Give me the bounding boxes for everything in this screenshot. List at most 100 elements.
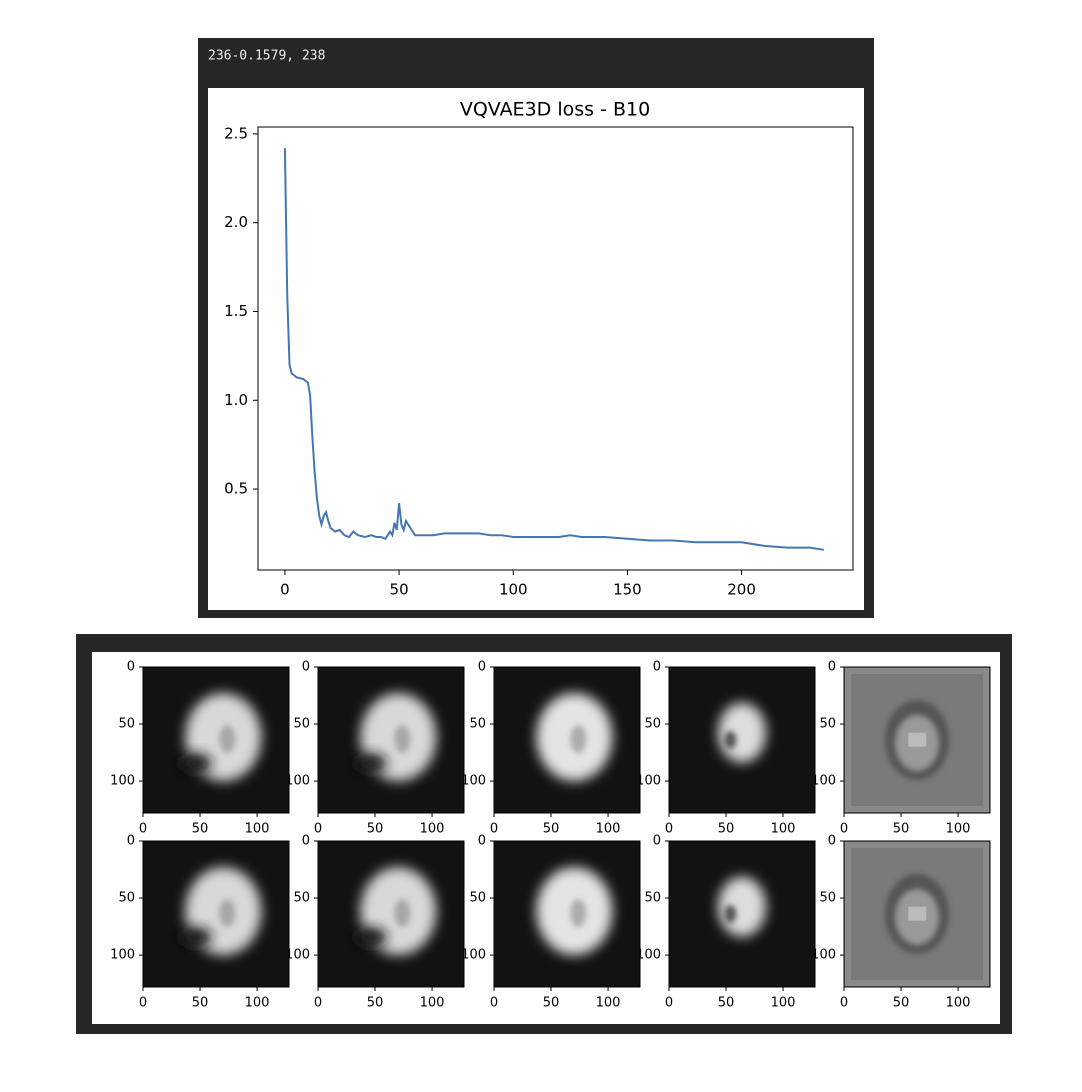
panel-x-tick-label: 50 xyxy=(192,822,209,837)
panel-x-tick-label: 50 xyxy=(367,822,384,837)
panel-x-tick-label: 100 xyxy=(245,822,270,837)
panel-frame xyxy=(493,666,641,814)
panel-y-tick-label: 100 xyxy=(636,774,661,789)
chart-title: VQVAE3D loss - B10 xyxy=(460,99,650,121)
panel-y-tick-label: 50 xyxy=(644,891,661,906)
x-tick-label: 100 xyxy=(499,581,528,599)
brain xyxy=(718,702,766,763)
panel-y-tick-label: 0 xyxy=(653,660,661,675)
panel-x-tick-label: 50 xyxy=(543,822,560,837)
panel-x-tick-label: 100 xyxy=(596,996,621,1011)
panel-x-tick-label: 0 xyxy=(665,996,673,1011)
x-tick-label: 200 xyxy=(727,581,756,599)
y-tick-label: 0.5 xyxy=(224,480,248,498)
panel-y-tick-label: 50 xyxy=(469,717,486,732)
brain-fold xyxy=(394,899,411,928)
y-tick-label: 2.5 xyxy=(224,124,248,142)
panel-y-tick-label: 0 xyxy=(302,660,310,675)
panel-y-tick-label: 0 xyxy=(828,834,836,849)
panel-x-tick-label: 50 xyxy=(367,996,384,1011)
panel-frame xyxy=(142,840,290,988)
panel-y-tick-label: 0 xyxy=(478,660,486,675)
panel-y-tick-label: 50 xyxy=(819,717,836,732)
panel-y-tick-label: 50 xyxy=(293,717,310,732)
panel-border-pattern xyxy=(845,842,989,986)
panel-y-tick-label: 50 xyxy=(293,891,310,906)
panel-y-tick-label: 0 xyxy=(653,834,661,849)
panel-y-tick-label: 50 xyxy=(469,891,486,906)
panel-x-tick-label: 0 xyxy=(314,996,322,1011)
image-grid: 0 50 100 0 50 100 0 50 100 0 50 100 0 50 100 0 50 100 0 50 1… xyxy=(110,660,991,1011)
panel-frame xyxy=(668,666,816,814)
brain-dark xyxy=(724,731,737,749)
panel-y-tick-label: 100 xyxy=(461,774,486,789)
panel-y-tick-label: 100 xyxy=(285,948,310,963)
panel-frame xyxy=(317,840,465,988)
panel-y-tick-label: 100 xyxy=(110,774,135,789)
panel-border-pattern xyxy=(845,668,989,812)
panel-y-tick-label: 100 xyxy=(110,948,135,963)
panel-y-tick-label: 0 xyxy=(127,834,135,849)
panel-frame xyxy=(843,666,991,814)
brain-gap xyxy=(179,753,212,774)
plot-frame xyxy=(257,126,854,571)
panel-y-tick-label: 100 xyxy=(285,774,310,789)
panel-y-tick-label: 100 xyxy=(636,948,661,963)
panel-y-tick-label: 0 xyxy=(478,834,486,849)
brain-fold xyxy=(219,725,236,754)
panel-y-tick-label: 50 xyxy=(644,717,661,732)
panel-x-tick-label: 0 xyxy=(490,822,498,837)
panel-x-tick-label: 50 xyxy=(543,996,560,1011)
panel-x-tick-label: 0 xyxy=(139,996,147,1011)
panel-y-tick-label: 50 xyxy=(819,891,836,906)
y-tick-label: 2.0 xyxy=(224,213,248,231)
panel-x-tick-label: 0 xyxy=(139,822,147,837)
brain-gap xyxy=(179,927,212,948)
x-tick-label: 150 xyxy=(613,581,642,599)
panel-x-tick-label: 50 xyxy=(718,996,735,1011)
panel-y-tick-label: 0 xyxy=(828,660,836,675)
panel-x-tick-label: 0 xyxy=(665,822,673,837)
panel-x-tick-label: 100 xyxy=(771,996,796,1011)
panel-x-tick-label: 0 xyxy=(490,996,498,1011)
blob-center xyxy=(908,732,927,747)
panel-frame xyxy=(843,840,991,988)
panel-frame xyxy=(317,666,465,814)
panel-y-tick-label: 0 xyxy=(302,834,310,849)
panel-frame xyxy=(493,840,641,988)
panel-frame xyxy=(142,666,290,814)
loss-line xyxy=(283,148,824,551)
output-text: 236-0.1579, 238 xyxy=(208,49,325,64)
panel-y-tick-label: 0 xyxy=(127,660,135,675)
brain xyxy=(718,876,766,937)
plot-bg xyxy=(208,88,864,610)
panel-x-tick-label: 100 xyxy=(946,996,971,1011)
panel-y-tick-label: 100 xyxy=(461,948,486,963)
panel-y-tick-label: 100 xyxy=(811,774,836,789)
panel-y-tick-label: 50 xyxy=(118,891,135,906)
y-tick-label: 1.5 xyxy=(224,302,248,320)
panel-x-tick-label: 0 xyxy=(840,822,848,837)
panel-x-tick-label: 50 xyxy=(718,822,735,837)
panel-y-tick-label: 100 xyxy=(811,948,836,963)
blob-center xyxy=(908,906,927,921)
brain-gap xyxy=(354,927,387,948)
panel-x-tick-label: 100 xyxy=(245,996,270,1011)
brain-fold xyxy=(570,899,587,928)
brain-fold xyxy=(219,899,236,928)
brain-gap xyxy=(354,753,387,774)
brain-dark xyxy=(724,905,737,923)
panel-x-tick-label: 50 xyxy=(192,996,209,1011)
y-tick-label: 1.0 xyxy=(224,391,248,409)
panel-x-tick-label: 50 xyxy=(893,822,910,837)
panel-frame xyxy=(668,840,816,988)
brain-fold xyxy=(394,725,411,754)
panel-x-tick-label: 0 xyxy=(840,996,848,1011)
panel-x-tick-label: 100 xyxy=(420,996,445,1011)
x-tick-label: 50 xyxy=(390,581,409,599)
panel-x-tick-label: 100 xyxy=(771,822,796,837)
panel-x-tick-label: 100 xyxy=(946,822,971,837)
panel-x-tick-label: 50 xyxy=(893,996,910,1011)
